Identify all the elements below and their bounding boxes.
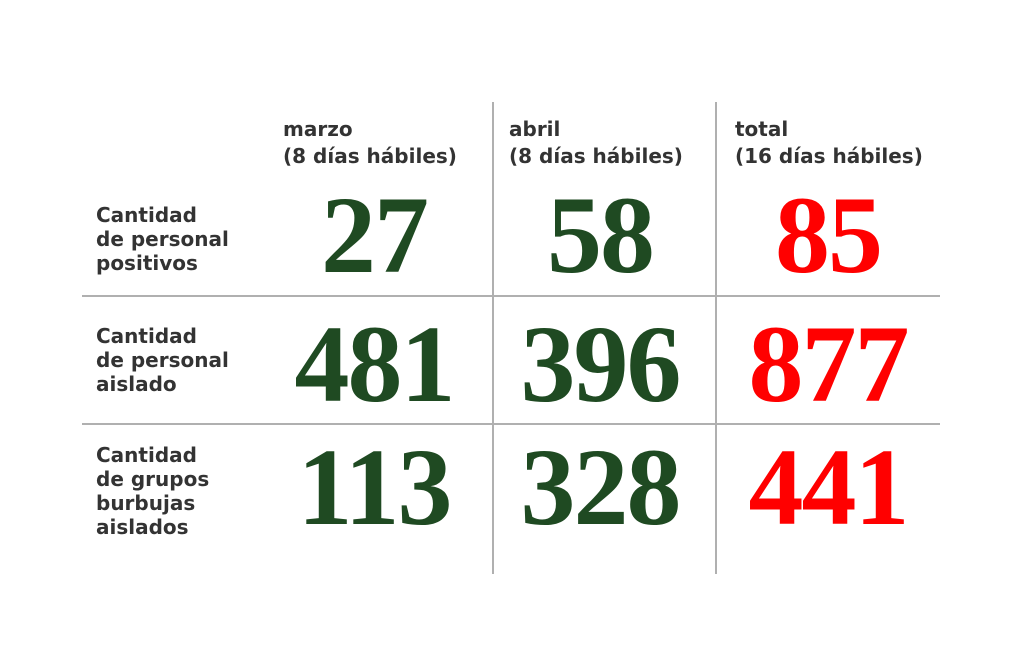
label-line: aislado — [96, 372, 177, 396]
row-divider — [82, 423, 940, 425]
row-label-aislado: Cantidad de personal aislado — [96, 324, 229, 396]
label-line: Cantidad — [96, 324, 197, 348]
label-line: de personal — [96, 348, 229, 372]
header-line: (8 días hábiles) — [283, 144, 457, 168]
column-divider — [492, 102, 494, 574]
value-aislado-total: 877 — [748, 303, 910, 425]
value-positivos-abril: 58 — [547, 174, 655, 296]
value-positivos-total: 85 — [775, 174, 883, 296]
label-line: Cantidad — [96, 203, 197, 227]
header-line: (16 días hábiles) — [735, 144, 923, 168]
column-header-marzo: marzo (8 días hábiles) — [283, 116, 457, 170]
value-aislado-abril: 396 — [520, 303, 682, 425]
label-line: aislados — [96, 515, 189, 539]
value-burbujas-abril: 328 — [520, 426, 682, 548]
label-line: positivos — [96, 251, 198, 275]
label-line: de personal — [96, 227, 229, 251]
label-line: burbujas — [96, 491, 196, 515]
column-header-total: total (16 días hábiles) — [735, 116, 923, 170]
header-line: marzo — [283, 117, 353, 141]
label-line: de grupos — [96, 467, 210, 491]
row-label-burbujas: Cantidad de grupos burbujas aislados — [96, 443, 209, 539]
row-divider — [82, 295, 940, 297]
value-positivos-marzo: 27 — [321, 174, 429, 296]
header-line: total — [735, 117, 789, 141]
label-line: Cantidad — [96, 443, 197, 467]
value-aislado-marzo: 481 — [294, 303, 456, 425]
column-header-abril: abril (8 días hábiles) — [509, 116, 683, 170]
header-line: (8 días hábiles) — [509, 144, 683, 168]
column-divider — [715, 102, 717, 574]
header-line: abril — [509, 117, 561, 141]
value-burbujas-marzo: 113 — [297, 426, 453, 548]
row-label-positivos: Cantidad de personal positivos — [96, 203, 229, 275]
value-burbujas-total: 441 — [748, 426, 910, 548]
